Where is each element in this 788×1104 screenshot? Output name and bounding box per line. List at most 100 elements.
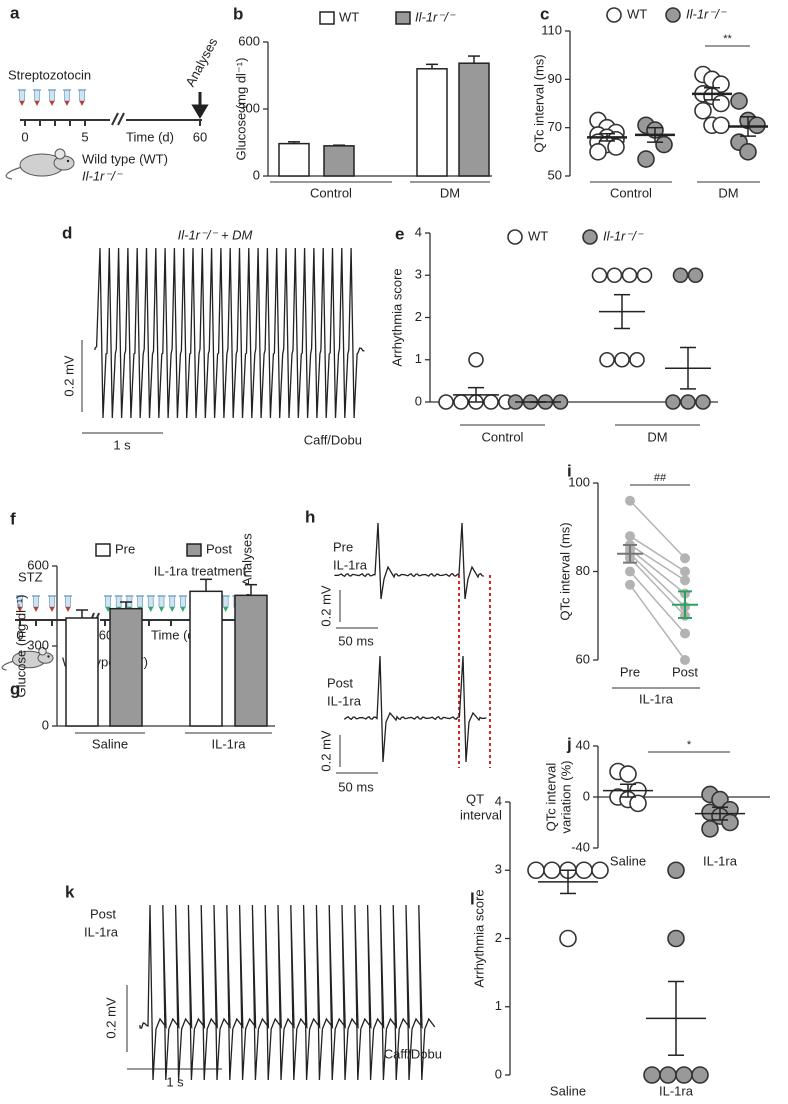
mouse-icon	[47, 655, 50, 658]
y-axis-label: Arrhythmia score	[389, 268, 404, 366]
x-tick-label: DM	[718, 185, 738, 200]
panel-label: e	[395, 224, 404, 243]
x-tick-label: Control	[482, 429, 524, 444]
data-point	[614, 351, 630, 368]
y-tick-label: 600	[238, 33, 260, 48]
data-point	[680, 553, 690, 564]
bar	[323, 145, 355, 177]
mouse-icon	[5, 166, 23, 180]
syringe	[169, 595, 176, 608]
trace-label: IL-1ra	[327, 693, 362, 708]
y-tick-label: 300	[238, 100, 260, 115]
y-axis-label: QTc interval (ms)	[531, 54, 546, 152]
mouse-icon	[66, 159, 70, 163]
legend-label: WT	[627, 6, 647, 21]
group-label: IL-1ra	[639, 691, 674, 706]
analysis-arrow	[191, 92, 209, 119]
mouse-label: Wild type (WT)	[82, 151, 168, 166]
syringe	[222, 595, 229, 608]
legend-label: Pre	[115, 541, 135, 556]
bar	[109, 607, 143, 727]
scale-label: 0.2 mV	[318, 730, 333, 772]
y-tick-label: 600	[27, 557, 49, 572]
legend-label: Il-1r⁻/⁻	[603, 228, 644, 243]
endpoint-label: Analyses	[182, 35, 220, 89]
time-axis-label: Time (d)	[126, 129, 174, 144]
trace-label: Post	[327, 675, 353, 690]
bar	[65, 617, 99, 727]
y-axis-label: variation (%)	[558, 761, 573, 834]
pair-line	[629, 544, 686, 581]
pair-line	[629, 548, 686, 595]
condition-label: Caff/Dobu	[384, 1046, 442, 1061]
scale-label: 50 ms	[338, 779, 374, 794]
legend-label: WT	[339, 9, 359, 24]
scale-label: 0.2 mV	[103, 997, 118, 1039]
data-point	[721, 813, 739, 832]
scale-label: 0.2 mV	[318, 585, 333, 627]
endpoint-label: Analyses	[239, 533, 254, 586]
y-tick-label: 0	[415, 393, 422, 408]
data-point	[625, 495, 635, 506]
x-tick-label: Saline	[610, 853, 646, 868]
trace-label: IL-1ra	[333, 557, 368, 572]
x-tick-label: DM	[647, 429, 667, 444]
y-tick-label: 3	[415, 267, 422, 282]
data-point	[543, 861, 561, 880]
trace-label: Post	[90, 906, 116, 921]
syringe	[17, 607, 23, 612]
x-tick-label: Saline	[92, 736, 128, 751]
data-point	[730, 92, 748, 110]
syringe	[65, 595, 71, 608]
syringe	[79, 89, 85, 102]
syringe	[19, 101, 25, 106]
panel-label: f	[10, 509, 16, 528]
scale-label: 0.2 mV	[61, 355, 76, 397]
y-tick-label: 0	[495, 1066, 502, 1081]
panel-label: b	[233, 4, 243, 23]
syringe	[137, 595, 144, 608]
legend-label: Il-1r⁻/⁻	[686, 6, 727, 21]
trace-title: Il-1r⁻/⁻ + DM	[178, 227, 253, 242]
data-point	[589, 143, 607, 161]
data-point	[680, 394, 696, 410]
data-point	[680, 566, 690, 577]
x-tick-label: IL-1ra	[703, 853, 738, 868]
data-point	[739, 143, 757, 161]
x-tick-label: DM	[440, 185, 460, 200]
y-tick-label: 300	[27, 637, 49, 652]
syringe	[34, 89, 40, 102]
data-point	[701, 820, 719, 838]
y-axis-label: QTc interval	[543, 763, 558, 832]
x-tick-label: Control	[610, 185, 652, 200]
legend-swatch	[606, 7, 622, 23]
y-axis-label: Arrhythmia score	[471, 889, 486, 987]
panel-label: c	[540, 4, 549, 23]
data-point	[680, 628, 690, 639]
pair-line	[629, 553, 686, 608]
pair-line	[629, 557, 686, 617]
data-point	[694, 101, 712, 120]
trace-label: IL-1ra	[84, 924, 119, 939]
condition-label: Caff/Dobu	[304, 432, 362, 447]
syringe	[65, 607, 71, 612]
data-point	[621, 267, 638, 284]
panel-label: j	[566, 734, 572, 753]
x-tick-label: Pre	[620, 664, 640, 679]
timeline	[20, 112, 202, 126]
bar	[278, 142, 310, 177]
syringe	[33, 607, 39, 612]
y-tick-label: 0	[253, 167, 260, 182]
legend-swatch	[186, 543, 202, 557]
time-tick: 0	[16, 627, 23, 642]
x-tick-label: Control	[310, 185, 352, 200]
panel-label: d	[62, 223, 72, 242]
data-point	[655, 135, 673, 154]
legend-label: Post	[206, 541, 232, 556]
ecg-trace	[344, 655, 487, 763]
syringe	[33, 595, 39, 608]
y-tick-label: 0	[583, 788, 590, 803]
mouse-icon	[1, 660, 15, 671]
drug-label: Streptozotocin	[8, 67, 91, 82]
pair-line	[629, 535, 686, 573]
